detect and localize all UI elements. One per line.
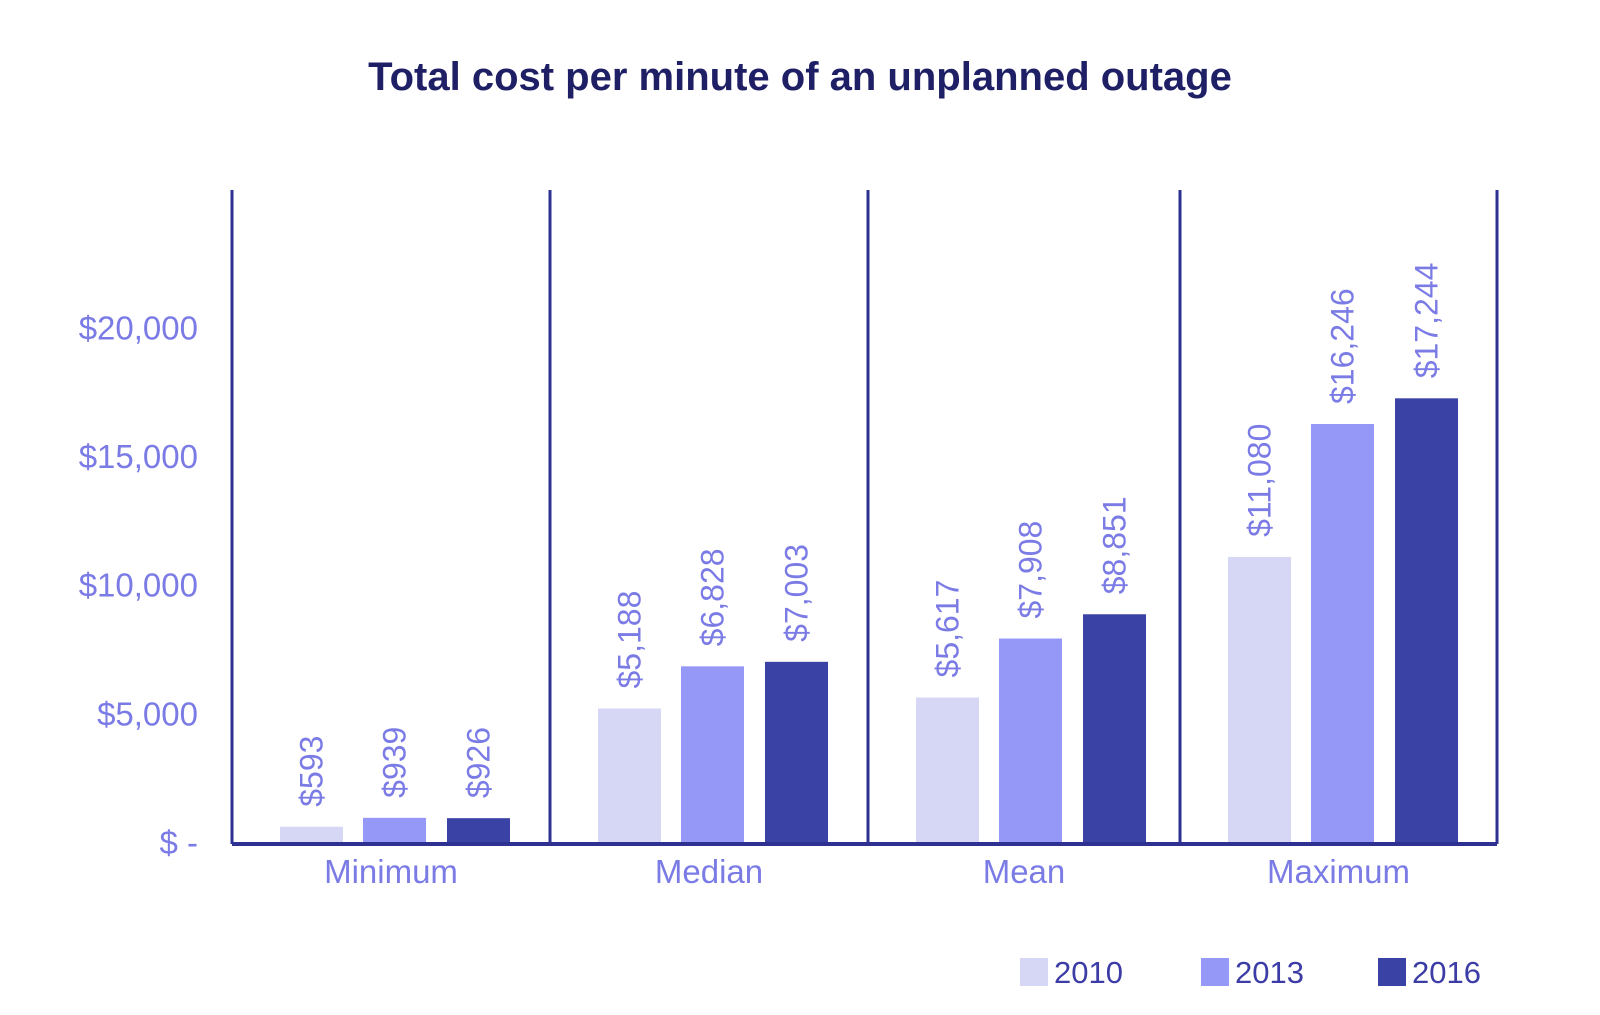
bar-2013-median xyxy=(681,666,744,842)
bar-2016-median xyxy=(765,661,828,842)
bar-2013-maximum xyxy=(1311,423,1374,842)
x-tick-label: Mean xyxy=(983,853,1066,890)
chart-title: Total cost per minute of an unplanned ou… xyxy=(368,55,1232,99)
data-label: $8,851 xyxy=(1097,496,1133,594)
data-label: $6,828 xyxy=(695,548,731,646)
legend-swatch-2010 xyxy=(1020,958,1048,986)
y-tick-label: $5,000 xyxy=(97,695,198,732)
data-label: $7,003 xyxy=(779,544,815,642)
bar-2010-mean xyxy=(916,697,979,842)
data-label: $5,188 xyxy=(612,591,648,689)
bar-2016-maximum xyxy=(1395,398,1458,842)
x-tick-label: Median xyxy=(655,853,763,890)
y-tick-label: $15,000 xyxy=(79,438,198,475)
y-tick-label: $20,000 xyxy=(79,309,198,346)
data-label: $5,617 xyxy=(930,580,966,678)
bar-2013-mean xyxy=(999,638,1062,842)
legend-label-2016: 2016 xyxy=(1412,955,1481,990)
data-label: $593 xyxy=(294,736,330,807)
legend-swatch-2016 xyxy=(1378,958,1406,986)
x-tick-label: Maximum xyxy=(1267,853,1410,890)
bar-2010-median xyxy=(598,708,661,842)
legend-label-2013: 2013 xyxy=(1235,955,1304,990)
bar-2013-minimum xyxy=(363,817,426,842)
data-label: $939 xyxy=(377,727,413,798)
data-label: $16,246 xyxy=(1325,288,1361,404)
bar-2010-minimum xyxy=(280,826,343,842)
bar-2016-mean xyxy=(1083,614,1146,842)
data-label: $7,908 xyxy=(1013,521,1049,619)
y-tick-label: $10,000 xyxy=(79,567,198,604)
x-tick-label: Minimum xyxy=(324,853,458,890)
data-label: $11,080 xyxy=(1242,424,1278,537)
y-tick-label: $ - xyxy=(159,824,198,861)
data-label: $926 xyxy=(461,727,497,798)
bar-2010-maximum xyxy=(1228,556,1291,842)
legend-swatch-2013 xyxy=(1201,958,1229,986)
legend-label-2010: 2010 xyxy=(1054,955,1123,990)
bar-2016-minimum xyxy=(447,818,510,842)
data-label: $17,244 xyxy=(1409,263,1445,379)
